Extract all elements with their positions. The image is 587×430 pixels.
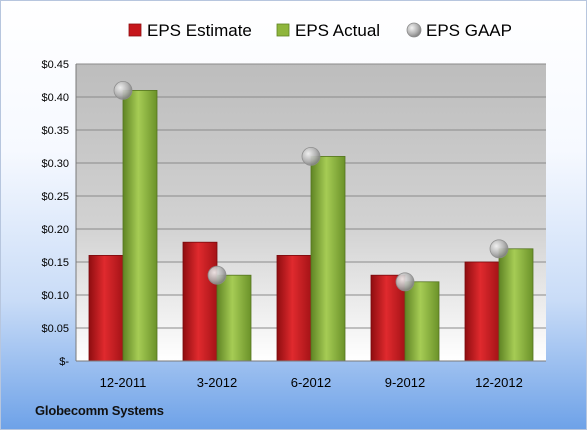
y-tick-label: $0.40	[41, 92, 69, 104]
x-tick-label: 6-2012	[291, 375, 331, 390]
bar-eps-actual	[122, 90, 158, 362]
y-tick-label: $0.15	[41, 257, 69, 269]
y-tick-label: $0.05	[41, 323, 69, 335]
bar-eps-estimate	[182, 241, 218, 362]
marker-eps-gaap	[489, 239, 509, 259]
x-tick-label: 9-2012	[385, 375, 425, 390]
bar-eps-actual	[310, 155, 346, 362]
legend-eps-estimate-swatch	[128, 23, 142, 37]
bar-eps-actual	[498, 248, 534, 362]
y-tick-label: $0.10	[41, 290, 69, 302]
y-tick-label: $0.35	[41, 125, 69, 137]
bar-eps-estimate	[464, 261, 500, 362]
y-tick-label: $0.45	[41, 59, 69, 71]
legend-eps-gaap-swatch	[406, 22, 422, 38]
marker-eps-gaap	[301, 146, 321, 166]
legend-eps-actual-label: EPS Actual	[295, 21, 380, 40]
marker-eps-gaap	[113, 81, 133, 100]
legend-eps-estimate-label: EPS Estimate	[147, 21, 252, 40]
bar-eps-estimate	[88, 254, 124, 362]
company-name: Globecomm Systems	[35, 403, 164, 418]
marker-eps-gaap	[395, 272, 415, 292]
legend-eps-actual-swatch	[276, 23, 290, 37]
x-tick-label: 3-2012	[197, 375, 237, 390]
bar-eps-estimate	[276, 254, 312, 362]
marker-eps-gaap	[207, 265, 227, 285]
x-tick-label: 12-2011	[100, 375, 147, 390]
y-tick-label: $-	[59, 356, 69, 368]
bar-eps-actual	[216, 274, 252, 362]
bar-eps-actual	[404, 281, 440, 362]
legend-eps-gaap-label: EPS GAAP	[426, 21, 512, 40]
x-tick-label: 12-2012	[475, 375, 523, 390]
y-tick-label: $0.25	[41, 191, 69, 203]
y-tick-label: $0.30	[41, 158, 69, 170]
y-tick-label: $0.20	[41, 224, 69, 236]
